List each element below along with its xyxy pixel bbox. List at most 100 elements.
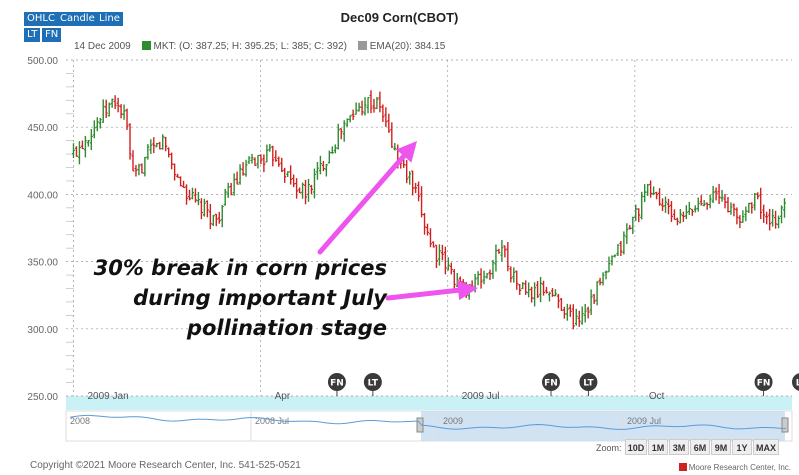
ohlc-bar	[426, 223, 430, 236]
ohlc-bar	[476, 271, 480, 286]
event-marker-lt[interactable]: LT	[363, 373, 382, 396]
ohlc-bar	[571, 304, 575, 330]
ohlc-bar	[592, 294, 596, 304]
ohlc-bar	[113, 95, 117, 109]
ohlc-bar	[232, 173, 236, 196]
ohlc-bar	[193, 188, 197, 203]
ohlc-bar	[491, 259, 495, 279]
ohlc-bar	[348, 115, 352, 123]
navigator-selection[interactable]	[421, 411, 785, 441]
svg-text:LT: LT	[583, 379, 594, 389]
annotation-line-2: during important July	[133, 286, 387, 310]
chart-title: Dec09 Corn(CBOT)	[340, 10, 459, 25]
ohlc-bar	[190, 187, 194, 200]
ohlc-bar	[485, 273, 489, 279]
ohlc-bar	[307, 178, 311, 202]
ohlc-bar	[214, 213, 218, 227]
ohlc-bar	[771, 209, 775, 227]
ohlc-bar	[747, 202, 751, 213]
ohlc-bar	[217, 211, 221, 224]
ohlc-bar	[71, 143, 75, 158]
ohlc-bar	[690, 208, 694, 216]
ohlc-bar	[530, 286, 534, 303]
ohlc-bar	[717, 183, 721, 205]
ohlc-bar	[101, 99, 105, 123]
ohlc-bar	[625, 223, 629, 244]
ohlc-bar	[199, 198, 203, 220]
event-marker-fn[interactable]: FN	[754, 373, 773, 396]
navigator-handle-right[interactable]	[781, 417, 789, 433]
zoom-1m-button[interactable]: 1M	[648, 439, 668, 455]
zoom-6m-button[interactable]: 6M	[690, 439, 710, 455]
ohlc-bar	[220, 205, 224, 228]
ohlc-bar	[274, 150, 278, 162]
legend-date: 14 Dec 2009	[74, 41, 131, 52]
ohlc-bar	[161, 134, 165, 150]
zoom-3m-button[interactable]: 3M	[669, 439, 689, 455]
ohlc-bar	[693, 205, 697, 213]
ohlc-bar	[613, 254, 617, 258]
ohlc-bar	[524, 280, 528, 295]
legend: 14 Dec 2009 MKT: (O: 387.25; H: 395.25; …	[74, 41, 445, 52]
ohlc-button[interactable]: OHLC	[24, 12, 58, 26]
ohlc-bar	[774, 210, 778, 229]
ohlc-bar	[565, 303, 569, 321]
ohlc-bar	[637, 208, 641, 223]
ohlc-bar	[428, 228, 432, 248]
brand-logo-icon	[678, 463, 687, 471]
ohlc-bar	[259, 154, 263, 165]
ohlc-bar	[277, 156, 281, 167]
lt-toggle-button[interactable]: LT	[24, 28, 41, 42]
ohlc-bar	[550, 288, 554, 297]
ohlc-bar	[366, 97, 370, 114]
ohlc-bar	[726, 196, 730, 213]
ohlc-bar	[634, 204, 638, 221]
ohlc-bar	[488, 269, 492, 281]
fn-toggle-button[interactable]: FN	[42, 28, 62, 42]
ohlc-bar	[666, 198, 670, 215]
event-marker-fn[interactable]: FN	[541, 373, 560, 396]
ohlc-bar	[598, 277, 602, 286]
ohlc-bar	[360, 100, 364, 116]
line-button[interactable]: Line	[96, 12, 123, 26]
ohlc-bar	[577, 310, 581, 327]
ohlc-bar	[342, 120, 346, 142]
ohlc-bar	[143, 156, 147, 177]
y-tick-label: 350.00	[27, 258, 58, 269]
ohlc-bar	[658, 188, 662, 206]
candle-button[interactable]: Candle	[57, 12, 98, 26]
y-tick-label: 500.00	[27, 56, 58, 67]
ohlc-bar	[452, 269, 456, 291]
ohlc-bar	[387, 113, 391, 133]
ohlc-bar	[110, 98, 114, 108]
zoom-10d-button[interactable]: 10D	[625, 439, 647, 455]
ohlc-bar	[321, 161, 325, 172]
zoom-max-button[interactable]: MAX	[753, 439, 779, 455]
ohlc-bar	[336, 123, 340, 150]
ohlc-bar	[208, 203, 212, 230]
event-marker-lt[interactable]: LT	[579, 373, 598, 396]
ohlc-bar	[574, 308, 578, 326]
svg-text:LT: LT	[368, 379, 379, 389]
ohlc-bar	[533, 282, 537, 307]
ohlc-bar	[661, 198, 665, 212]
zoom-9m-button[interactable]: 9M	[711, 439, 731, 455]
ohlc-bar	[765, 211, 769, 225]
ohlc-bar	[729, 202, 733, 215]
event-marker-fn[interactable]: FN	[327, 373, 346, 396]
ohlc-bar	[262, 154, 266, 173]
y-tick-label: 400.00	[27, 190, 58, 201]
ohlc-bar	[616, 244, 620, 256]
zoom-1y-button[interactable]: 1Y	[732, 439, 752, 455]
ohlc-bar	[649, 180, 653, 198]
ohlc-bar	[446, 257, 450, 271]
svg-text:FN: FN	[757, 379, 771, 389]
ohlc-bar	[434, 244, 438, 269]
y-tick-label: 250.00	[27, 392, 58, 403]
ohlc-bar	[619, 241, 623, 256]
ohlc-bar	[732, 203, 736, 217]
event-marker-lt[interactable]: LT	[791, 373, 799, 396]
ohlc-bar	[146, 144, 150, 160]
ohlc-bar	[536, 280, 540, 298]
